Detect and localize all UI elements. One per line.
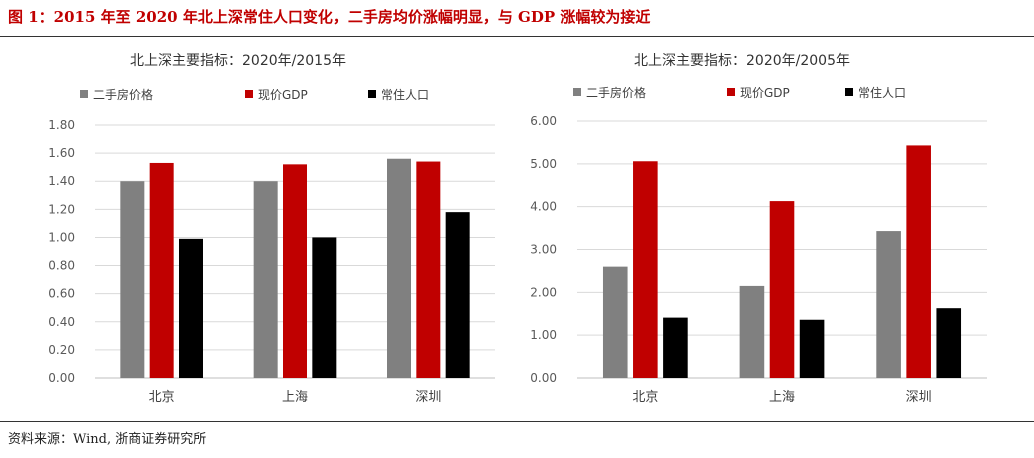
y-tick-label: 0.00 <box>48 371 75 385</box>
y-tick-label: 0.20 <box>48 343 75 357</box>
legend-swatch-1 <box>727 88 735 96</box>
legend-label-1: 现价GDP <box>258 88 308 102</box>
bar-1-2 <box>416 161 441 378</box>
bar-0-2 <box>387 158 411 378</box>
y-tick-label: 0.80 <box>48 259 75 273</box>
legend-swatch-0 <box>573 88 581 96</box>
bar-0-1 <box>253 181 278 378</box>
bar-2-2 <box>936 308 962 378</box>
bar-2-1 <box>312 237 337 378</box>
chart-title: 北上深主要指标：2020年/2005年 <box>634 53 850 69</box>
x-category-label: 深圳 <box>415 390 441 405</box>
bar-1-1 <box>769 201 795 378</box>
figure-title: 图 1：2015 年至 2020 年北上深常住人口变化，二手房均价涨幅明显，与 … <box>8 8 651 26</box>
legend-label-1: 现价GDP <box>740 86 790 100</box>
y-tick-label: 6.00 <box>530 114 557 128</box>
y-tick-label: 5.00 <box>530 157 557 171</box>
bar-2-0 <box>663 317 688 378</box>
legend-swatch-1 <box>245 90 253 98</box>
legend-swatch-2 <box>368 90 376 98</box>
y-tick-label: 3.00 <box>530 243 557 257</box>
y-tick-label: 1.00 <box>530 328 557 342</box>
y-tick-label: 0.60 <box>48 287 75 301</box>
top-rule <box>0 36 1034 37</box>
chart-title: 北上深主要指标：2020年/2015年 <box>130 53 346 69</box>
legend-swatch-0 <box>80 90 88 98</box>
bottom-rule <box>0 421 1034 422</box>
legend-label-0: 二手房价格 <box>586 85 646 100</box>
y-tick-label: 1.20 <box>48 202 75 216</box>
x-category-label: 上海 <box>282 390 308 405</box>
y-tick-label: 1.60 <box>48 146 75 160</box>
source-note: 资料来源：Wind, 浙商证券研究所 <box>8 432 207 447</box>
legend-label-2: 常住人口 <box>858 86 906 100</box>
y-tick-label: 0.00 <box>530 371 557 385</box>
y-tick-label: 1.00 <box>48 230 75 244</box>
y-tick-label: 1.80 <box>48 118 75 132</box>
bar-0-0 <box>602 266 628 378</box>
legend-label-0: 二手房价格 <box>93 87 153 102</box>
legend-label-2: 常住人口 <box>381 88 429 102</box>
x-category-label: 深圳 <box>906 390 932 405</box>
y-tick-label: 1.40 <box>48 174 75 188</box>
legend-swatch-2 <box>845 88 853 96</box>
bar-0-2 <box>876 231 901 378</box>
x-category-label: 上海 <box>769 390 795 405</box>
bar-1-2 <box>906 145 931 378</box>
bar-2-2 <box>445 212 470 378</box>
bar-1-1 <box>283 164 307 378</box>
y-tick-label: 2.00 <box>530 285 557 299</box>
y-tick-label: 4.00 <box>530 200 557 214</box>
x-category-label: 北京 <box>632 390 658 405</box>
bar-1-0 <box>149 162 174 378</box>
bar-1-0 <box>633 161 658 378</box>
bar-2-1 <box>799 319 825 378</box>
bar-0-1 <box>739 285 765 378</box>
x-category-label: 北京 <box>149 390 175 405</box>
bar-2-0 <box>179 238 203 378</box>
bar-0-0 <box>120 181 145 378</box>
y-tick-label: 0.40 <box>48 315 75 329</box>
